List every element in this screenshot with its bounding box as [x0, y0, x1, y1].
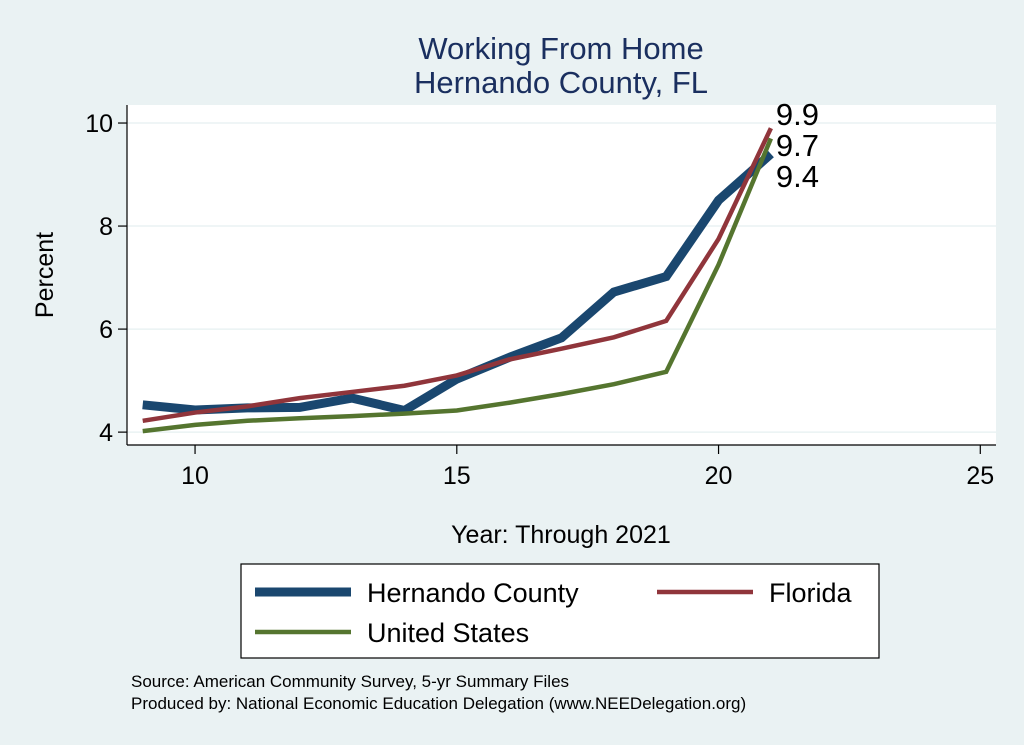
- end-label-united-states: 9.7: [776, 128, 819, 163]
- producer-note: Produced by: National Economic Education…: [131, 694, 746, 713]
- x-tick-label: 15: [443, 462, 471, 490]
- series-lines: [142, 127, 774, 434]
- y-axis-title: Percent: [31, 232, 59, 318]
- x-tick-label: 25: [966, 462, 994, 490]
- x-axis-title: Year: Through 2021: [451, 521, 671, 549]
- legend-box: [240, 563, 880, 659]
- legend: Hernando County Florida United States: [255, 578, 853, 648]
- series-line-united-states: [142, 137, 773, 434]
- y-tick-label: 6: [99, 316, 113, 344]
- y-tick-label: 10: [85, 110, 113, 138]
- y-tick-label: 8: [99, 213, 113, 241]
- legend-label-hernando-county: Hernando County: [367, 578, 579, 608]
- source-note: Source: American Community Survey, 5-yr …: [131, 672, 569, 691]
- legend-label-florida: Florida: [769, 578, 853, 608]
- chart-title-line-2: Hernando County, FL: [414, 65, 708, 100]
- x-tick-label: 10: [181, 462, 209, 490]
- plot-area: [127, 105, 996, 445]
- x-tick-label: 20: [705, 462, 733, 490]
- chart-title-line-1: Working From Home: [418, 31, 703, 66]
- gridlines: [127, 122, 996, 433]
- end-label-florida: 9.9: [776, 97, 819, 132]
- legend-label-united-states: United States: [367, 618, 529, 648]
- y-tick-label: 4: [99, 419, 113, 447]
- end-labels: 9.99.79.4: [776, 97, 819, 194]
- series-line-florida: [142, 127, 773, 424]
- end-label-hernando-county: 9.4: [776, 159, 819, 194]
- axis-ticks: 4 6 8 10 10 15 20 25: [85, 110, 994, 490]
